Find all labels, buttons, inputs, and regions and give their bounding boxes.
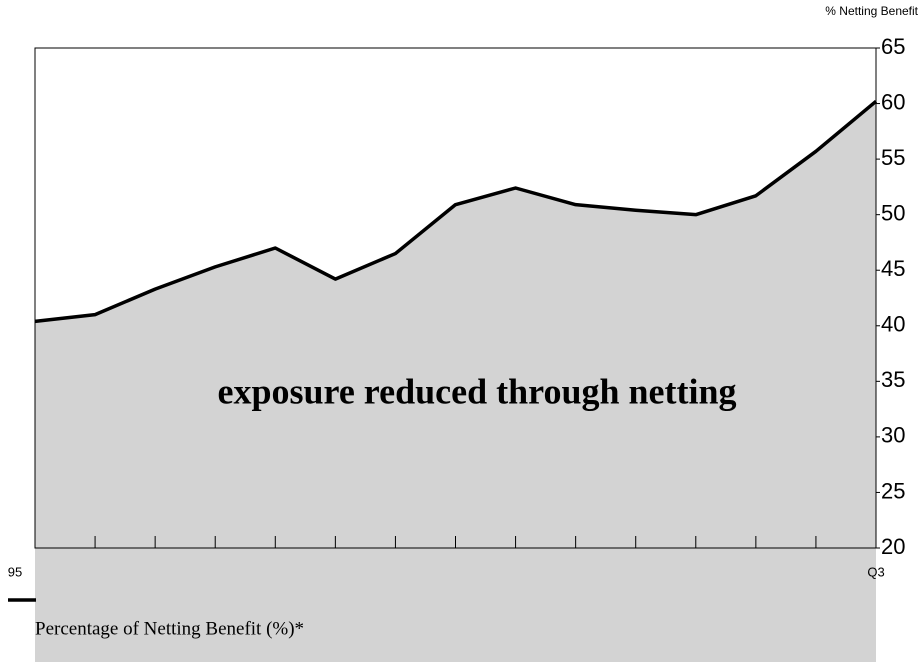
legend-label: Percentage of Netting Benefit (%)* [35, 618, 304, 639]
y-tick-label: 55 [881, 145, 905, 170]
y-tick-label: 35 [881, 367, 905, 392]
legend-band [35, 548, 876, 662]
y-tick-label: 40 [881, 312, 905, 337]
y-tick-label: 60 [881, 89, 905, 114]
y-tick-label: 25 [881, 478, 905, 503]
y-tick-label: 45 [881, 256, 905, 281]
y-tick-label: 50 [881, 200, 905, 225]
line [34, 99, 878, 324]
x-tick-label: 95 [8, 564, 22, 579]
y-tick-label: 30 [881, 423, 905, 448]
y-axis-label: % Netting Benefit [825, 4, 918, 18]
y-tick-label: 20 [881, 534, 905, 559]
annotation: exposure reduced through netting [217, 371, 736, 411]
x-tick-label: Q3 [867, 564, 884, 579]
y-tick-label: 65 [881, 34, 905, 59]
